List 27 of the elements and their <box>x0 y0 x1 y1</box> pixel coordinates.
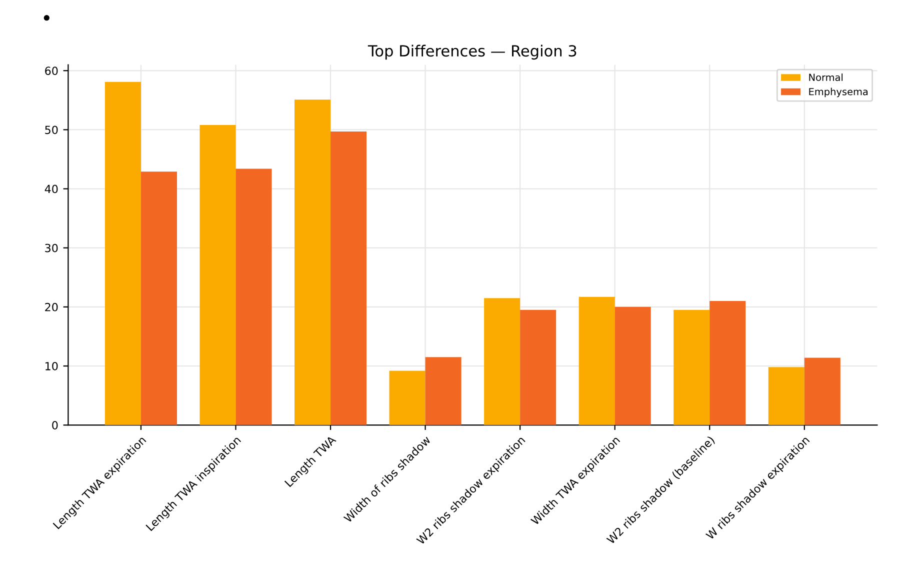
y-tick-label: 30 <box>45 244 58 252</box>
bar <box>578 296 615 426</box>
bar <box>200 124 236 426</box>
bar <box>710 301 746 426</box>
bar <box>768 367 804 426</box>
bar <box>804 358 840 426</box>
bar <box>104 82 141 426</box>
bar <box>425 357 462 426</box>
bar <box>484 298 520 426</box>
bar <box>614 306 651 426</box>
legend-label: Normal <box>809 73 843 82</box>
y-tick-label: 0 <box>52 421 58 430</box>
y-tick-label: 40 <box>44 184 58 194</box>
y-tick-label: 20 <box>45 302 58 312</box>
bar <box>389 370 426 426</box>
bar <box>236 168 272 426</box>
bar <box>294 100 331 426</box>
bar <box>520 310 556 426</box>
legend-label: Emphysema <box>809 88 868 98</box>
y-tick-label: 10 <box>46 362 58 370</box>
bar <box>330 131 367 426</box>
bar <box>674 310 710 426</box>
y-tick-label: 50 <box>45 126 58 134</box>
y-tick-label: 60 <box>45 66 58 76</box>
chart-title: Top Differences — Region 3 <box>368 44 576 60</box>
bar <box>140 172 177 426</box>
text: • <box>44 15 50 21</box>
